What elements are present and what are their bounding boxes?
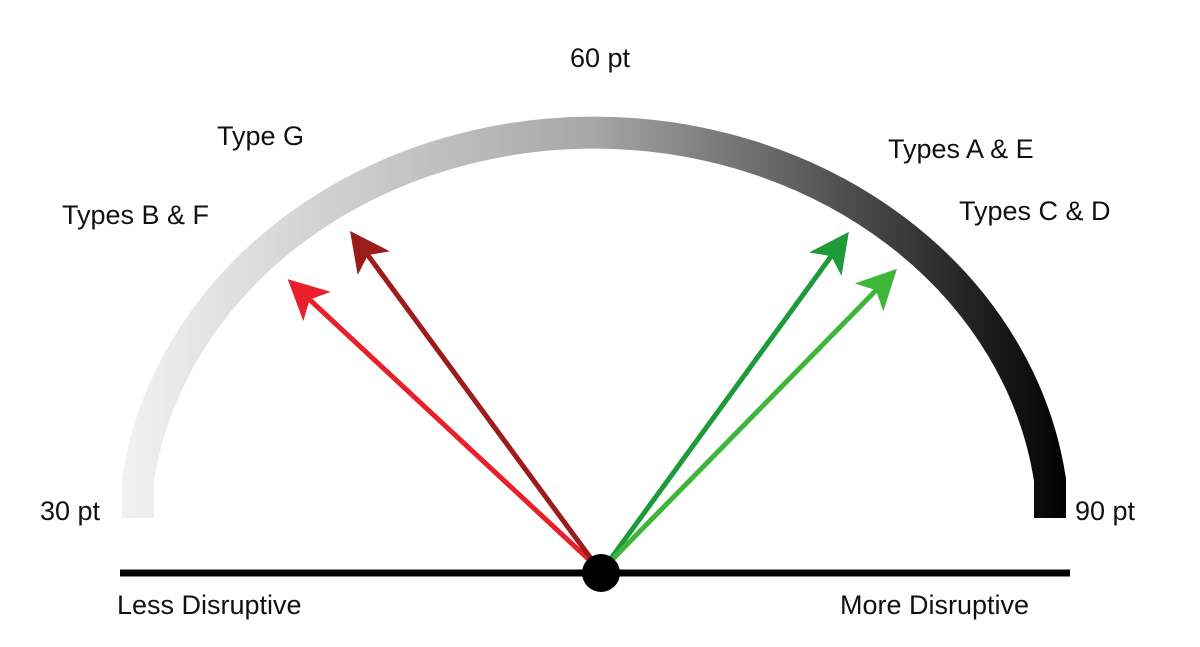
label-type-g: Type G — [217, 121, 304, 151]
pivot-dot — [582, 554, 620, 592]
less-disruptive-label: Less Disruptive — [117, 590, 302, 620]
scale-arc — [122, 116, 1066, 518]
max-scale-label: 90 pt — [1075, 496, 1136, 526]
label-types-b-f: Types B & F — [62, 200, 209, 230]
arrow-type-g — [350, 230, 601, 570]
label-types-c-d: Types C & D — [959, 196, 1111, 226]
min-scale-label: 30 pt — [40, 496, 101, 526]
label-types-a-e: Types A & E — [888, 134, 1034, 164]
arrow-types-c-d — [602, 268, 897, 570]
mid-scale-label: 60 pt — [570, 43, 631, 73]
more-disruptive-label: More Disruptive — [840, 590, 1029, 620]
arrow-types-a-e — [601, 231, 849, 570]
arrow-types-b-f — [287, 279, 600, 570]
